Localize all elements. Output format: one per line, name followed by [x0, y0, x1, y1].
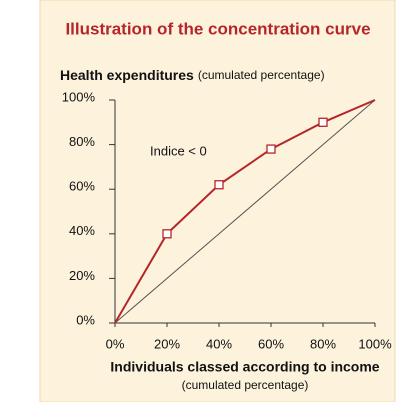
panel — [39, 0, 396, 402]
point-marker — [318, 117, 328, 127]
y-tick-label: 60% — [69, 179, 95, 194]
x-tick-label: 40% — [206, 336, 232, 351]
y-tick-label: 20% — [69, 268, 95, 283]
x-tick-label: 80% — [310, 336, 336, 351]
reference-line — [114, 99, 376, 324]
y-tick-label: 80% — [69, 134, 95, 149]
x-axis-note: (cumulated percentage) — [182, 378, 309, 392]
chart-title: Illustration of the concentration curve — [65, 19, 370, 38]
x-tick-label: 0% — [106, 336, 125, 351]
y-axis-label: Health expenditures — [60, 67, 194, 83]
point-marker — [266, 144, 276, 154]
concentration-curve — [114, 99, 376, 324]
annotation: Indice < 0 — [150, 143, 207, 158]
point-marker — [162, 229, 172, 239]
x-axis-label: Individuals classed according to income — [110, 359, 379, 375]
y-tick-label: 100% — [62, 89, 96, 104]
y-tick-label: 0% — [76, 312, 95, 327]
point-marker — [214, 180, 224, 190]
x-tick-label: 100% — [358, 336, 392, 351]
x-tick-label: 60% — [258, 336, 284, 351]
x-tick-label: 20% — [154, 336, 180, 351]
y-axis-title: Health expenditures (cumulated percentage… — [60, 67, 325, 83]
y-axis-note: (cumulated percentage) — [198, 68, 325, 82]
y-tick-label: 40% — [69, 223, 95, 238]
